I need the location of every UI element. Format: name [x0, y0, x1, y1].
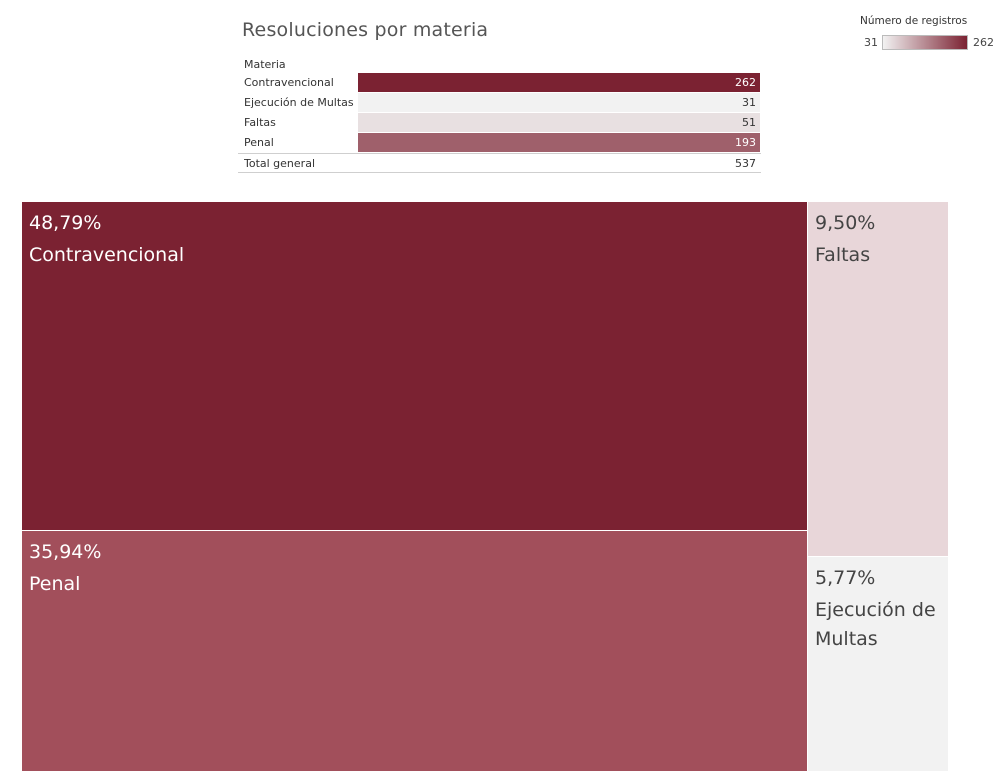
table-row: Penal 193: [238, 133, 761, 153]
legend-gradient-bar: [882, 35, 968, 50]
tile-name-label: Faltas: [815, 244, 871, 266]
table-row: Contravencional 262: [238, 73, 761, 93]
tile-percent-label: 9,50%: [815, 212, 876, 234]
treemap-tile-penal[interactable]: 35,94% Penal: [22, 531, 807, 771]
table-value-cell: 31: [358, 93, 760, 113]
table-row-value: 51: [742, 116, 756, 129]
summary-table: Contravencional 262 Ejecución de Multas 31 F…: [238, 73, 761, 173]
tile-percent-label: 48,79%: [29, 212, 102, 234]
legend-title: Número de registros: [860, 15, 968, 27]
table-row: Faltas 51: [238, 113, 761, 133]
table-header: Materia: [244, 58, 286, 71]
chart-title: Resoluciones por materia: [242, 19, 489, 41]
table-row-value: 31: [742, 96, 756, 109]
table-value-cell: 193: [358, 133, 760, 153]
table-row-label: Contravencional: [244, 76, 334, 89]
table-total-value: 537: [735, 157, 756, 170]
table-value-cell: 262: [358, 73, 760, 93]
table-row-value: 193: [735, 136, 756, 149]
legend-min-label: 31: [864, 36, 878, 49]
table-row-label: Penal: [244, 136, 274, 149]
table-total-label: Total general: [244, 157, 315, 170]
tile-name-label: Ejecución de Multas: [815, 599, 936, 650]
table-value-cell: 51: [358, 113, 760, 133]
treemap-tile-faltas[interactable]: 9,50% Faltas: [808, 202, 948, 556]
table-row: Ejecución de Multas 31: [238, 93, 761, 113]
tile-percent-label: 5,77%: [815, 567, 876, 589]
tile-percent-label: 35,94%: [29, 541, 102, 563]
legend-max-label: 262: [973, 36, 994, 49]
tile-name-label: Penal: [29, 573, 81, 595]
table-row-label: Faltas: [244, 116, 276, 129]
table-row-value: 262: [735, 76, 756, 89]
treemap-tile-contravencional[interactable]: 48,79% Contravencional: [22, 202, 807, 530]
treemap-tile-ejecucion-de-multas[interactable]: 5,77% Ejecución de Multas: [808, 557, 948, 771]
table-row-label: Ejecución de Multas: [244, 96, 354, 109]
table-total-row: Total general 537: [238, 153, 761, 173]
tile-name-label: Contravencional: [29, 244, 185, 266]
